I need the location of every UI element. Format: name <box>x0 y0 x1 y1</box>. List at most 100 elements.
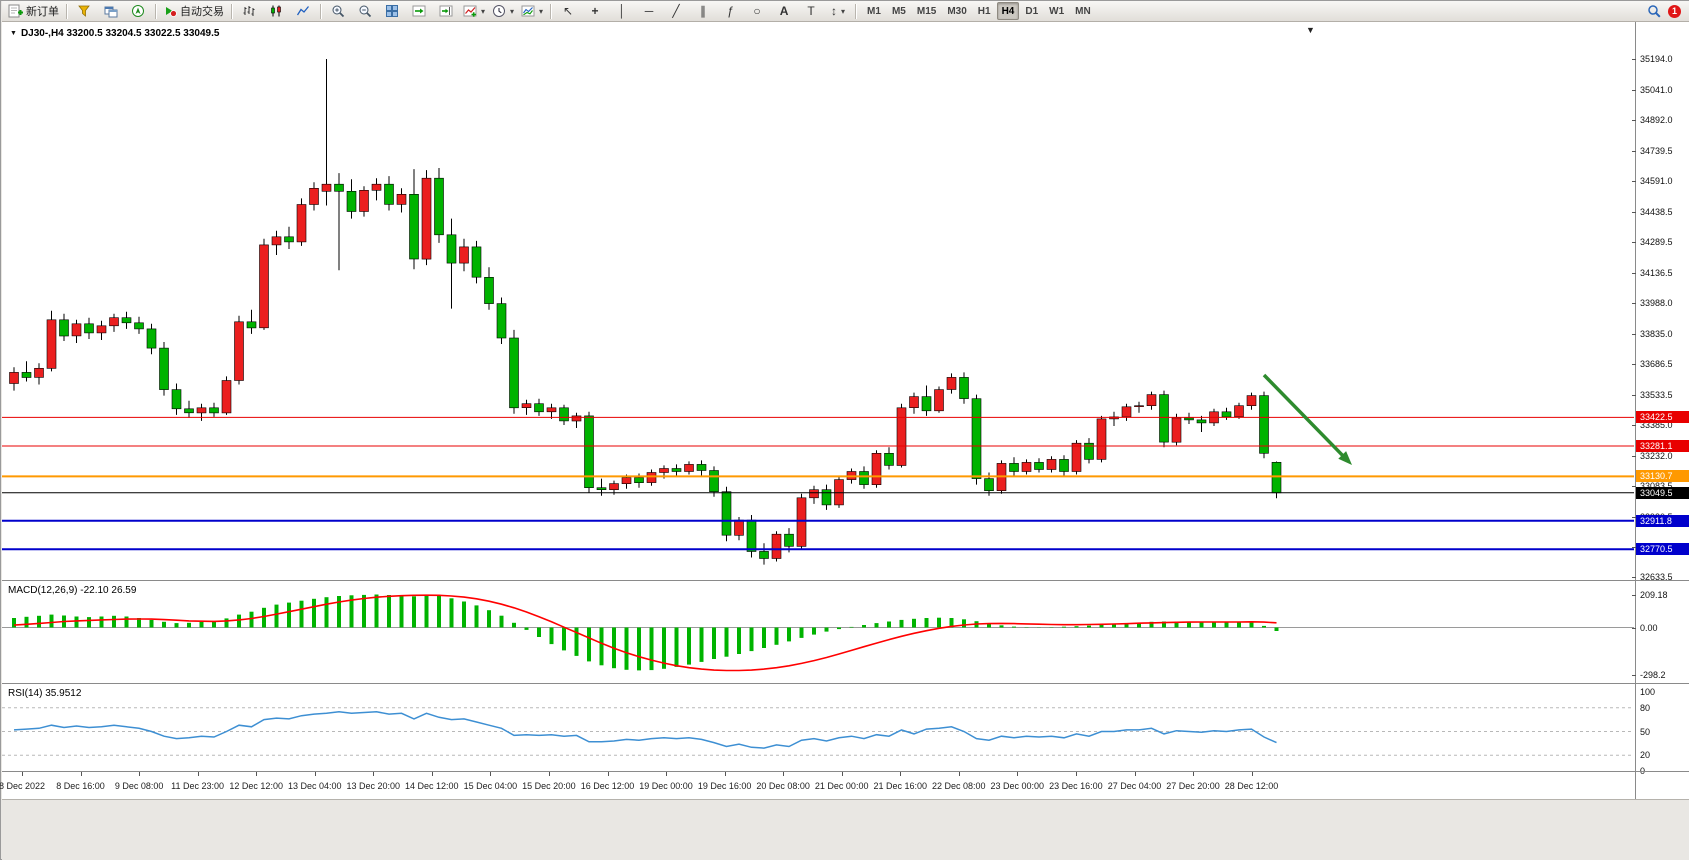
timeframe-group: M1 M5 M15 M30 H1 H4 D1 W1 MN <box>862 2 1096 20</box>
horizontal-line-tool-button[interactable]: ─ <box>636 1 662 21</box>
label-icon: T <box>807 4 815 18</box>
candle-body <box>309 188 319 205</box>
timeframe-button-m15[interactable]: M15 <box>916 5 937 17</box>
price-axis[interactable]: 35194.0 35041.0 34892.0 34739.5 34591.0 34438… <box>1632 22 1689 799</box>
price-level-badge: 33281.1 <box>1636 440 1689 452</box>
auto-scroll-button[interactable] <box>406 1 432 21</box>
navigator-button[interactable] <box>125 1 151 21</box>
notification-badge[interactable]: 1 <box>1668 4 1681 18</box>
candle-body <box>371 183 382 191</box>
search-icon[interactable] <box>1647 4 1661 18</box>
trendline-tool-button[interactable]: ╱ <box>663 1 689 21</box>
toolbar-separator <box>320 3 321 19</box>
panel-separator[interactable] <box>2 771 1689 772</box>
candle-body <box>1221 411 1232 418</box>
shapes-tool-button[interactable]: ○ <box>744 1 770 21</box>
candle-body <box>384 183 394 205</box>
time-axis[interactable]: 8 Dec 2022 8 Dec 16:00 9 Dec 08:00 11 Dec 2… <box>0 772 1689 799</box>
timeframe-button-m5[interactable]: M5 <box>891 5 906 17</box>
indicators-button[interactable]: ▾ <box>460 1 488 21</box>
chart-shift-marker-icon[interactable]: ▼ <box>1306 25 1315 35</box>
new-order-button[interactable]: 新订单 <box>5 1 62 21</box>
time-axis-label: 12 Dec 12:00 <box>229 781 283 791</box>
timeframe-button-w1[interactable]: W1 <box>1049 5 1065 17</box>
label-tool-button[interactable]: T <box>798 1 824 21</box>
candle-body <box>821 489 832 506</box>
text-tool-button[interactable]: A <box>771 1 797 21</box>
price-axis-tick <box>1632 59 1636 60</box>
cursor-tool-button[interactable]: ↖ <box>555 1 581 21</box>
time-axis-tick <box>1193 772 1194 776</box>
timeframe-button-d1[interactable]: D1 <box>1025 5 1039 17</box>
data-window-button[interactable] <box>98 1 124 21</box>
time-axis-label: 27 Dec 04:00 <box>1107 781 1162 791</box>
time-axis-label: 16 Dec 12:00 <box>580 781 635 791</box>
timeframe-button-m1[interactable]: M1 <box>867 5 881 17</box>
timeframe-button-h1[interactable]: H1 <box>977 5 991 17</box>
tile-windows-button[interactable] <box>379 1 405 21</box>
candle-body <box>521 403 532 409</box>
zoom-in-button[interactable] <box>325 1 351 21</box>
candle-body <box>546 407 557 413</box>
candle-body <box>34 367 44 378</box>
chart-shift-button[interactable] <box>433 1 459 21</box>
rsi-label: RSI(14) 35.9512 <box>8 688 82 699</box>
time-axis-label: 8 Dec 2022 <box>0 781 46 791</box>
candle-body <box>434 177 444 236</box>
zoom-out-button[interactable] <box>352 1 378 21</box>
periods-button[interactable]: ▾ <box>489 1 517 21</box>
timeframe-button-m30[interactable]: M30 <box>947 5 967 17</box>
panel-separator[interactable] <box>2 580 1689 581</box>
rsi-axis-label: 100 <box>1640 687 1656 697</box>
candle-body <box>596 487 607 491</box>
time-axis-tick <box>841 772 843 776</box>
candle-body <box>971 398 982 479</box>
rsi-panel-chart[interactable] <box>2 684 1635 771</box>
candle-body <box>1171 417 1182 443</box>
time-axis-tick <box>373 772 375 776</box>
candle-body <box>609 483 619 491</box>
candle-body <box>359 190 369 212</box>
chart-menu-icon[interactable]: ▼ <box>10 30 17 37</box>
new-order-icon <box>8 4 23 18</box>
crosshair-tool-button[interactable]: + <box>582 1 608 21</box>
candle-body <box>234 321 244 381</box>
candlestick-chart-button[interactable] <box>263 1 289 21</box>
candle-body <box>459 246 469 264</box>
vertical-line-tool-button[interactable]: │ <box>609 1 635 21</box>
auto-trading-button[interactable]: 自动交易 <box>160 1 227 21</box>
fibonacci-tool-button[interactable]: ƒ <box>717 1 743 21</box>
arrows-tool-button[interactable]: ↕ ▾ <box>825 1 851 21</box>
candle-body <box>1121 406 1132 418</box>
candle-body <box>346 191 357 212</box>
candle-body <box>484 277 494 304</box>
templates-button[interactable]: ▾ <box>518 1 546 21</box>
toolbar-separator <box>66 3 67 19</box>
trend-arrow-annotation[interactable] <box>1262 373 1352 465</box>
macd-axis-label: 209.18 <box>1640 589 1668 600</box>
candle-body <box>709 470 719 493</box>
candle-body <box>784 533 794 547</box>
price-axis-tick <box>1632 242 1636 243</box>
panel-separator[interactable] <box>2 683 1689 684</box>
price-axis-label: 34438.5 <box>1640 206 1673 217</box>
bar-chart-button[interactable] <box>236 1 262 21</box>
candle-body <box>734 519 744 536</box>
channel-tool-button[interactable]: ∥ <box>690 1 716 21</box>
candle-body <box>446 234 457 264</box>
main-price-chart[interactable] <box>2 22 1635 580</box>
price-axis-label: 34136.5 <box>1640 267 1673 278</box>
price-axis-label: 33988.0 <box>1640 298 1673 308</box>
toolbar-right: 1 <box>1647 4 1686 18</box>
macd-panel-chart[interactable] <box>2 581 1635 683</box>
candle-body <box>959 377 969 399</box>
timeframe-button-h4[interactable]: H4 <box>996 2 1020 20</box>
timeframe-button-mn[interactable]: MN <box>1075 5 1091 17</box>
price-axis-label: 33083.5 <box>1640 481 1673 491</box>
price-level-badge: 32911.8 <box>1636 514 1689 527</box>
line-chart-button[interactable] <box>290 1 316 21</box>
price-level-lines[interactable] <box>2 416 1634 551</box>
time-axis-label: 13 Dec 20:00 <box>346 781 401 791</box>
market-watch-button[interactable] <box>71 1 97 21</box>
candle-body <box>196 407 207 414</box>
